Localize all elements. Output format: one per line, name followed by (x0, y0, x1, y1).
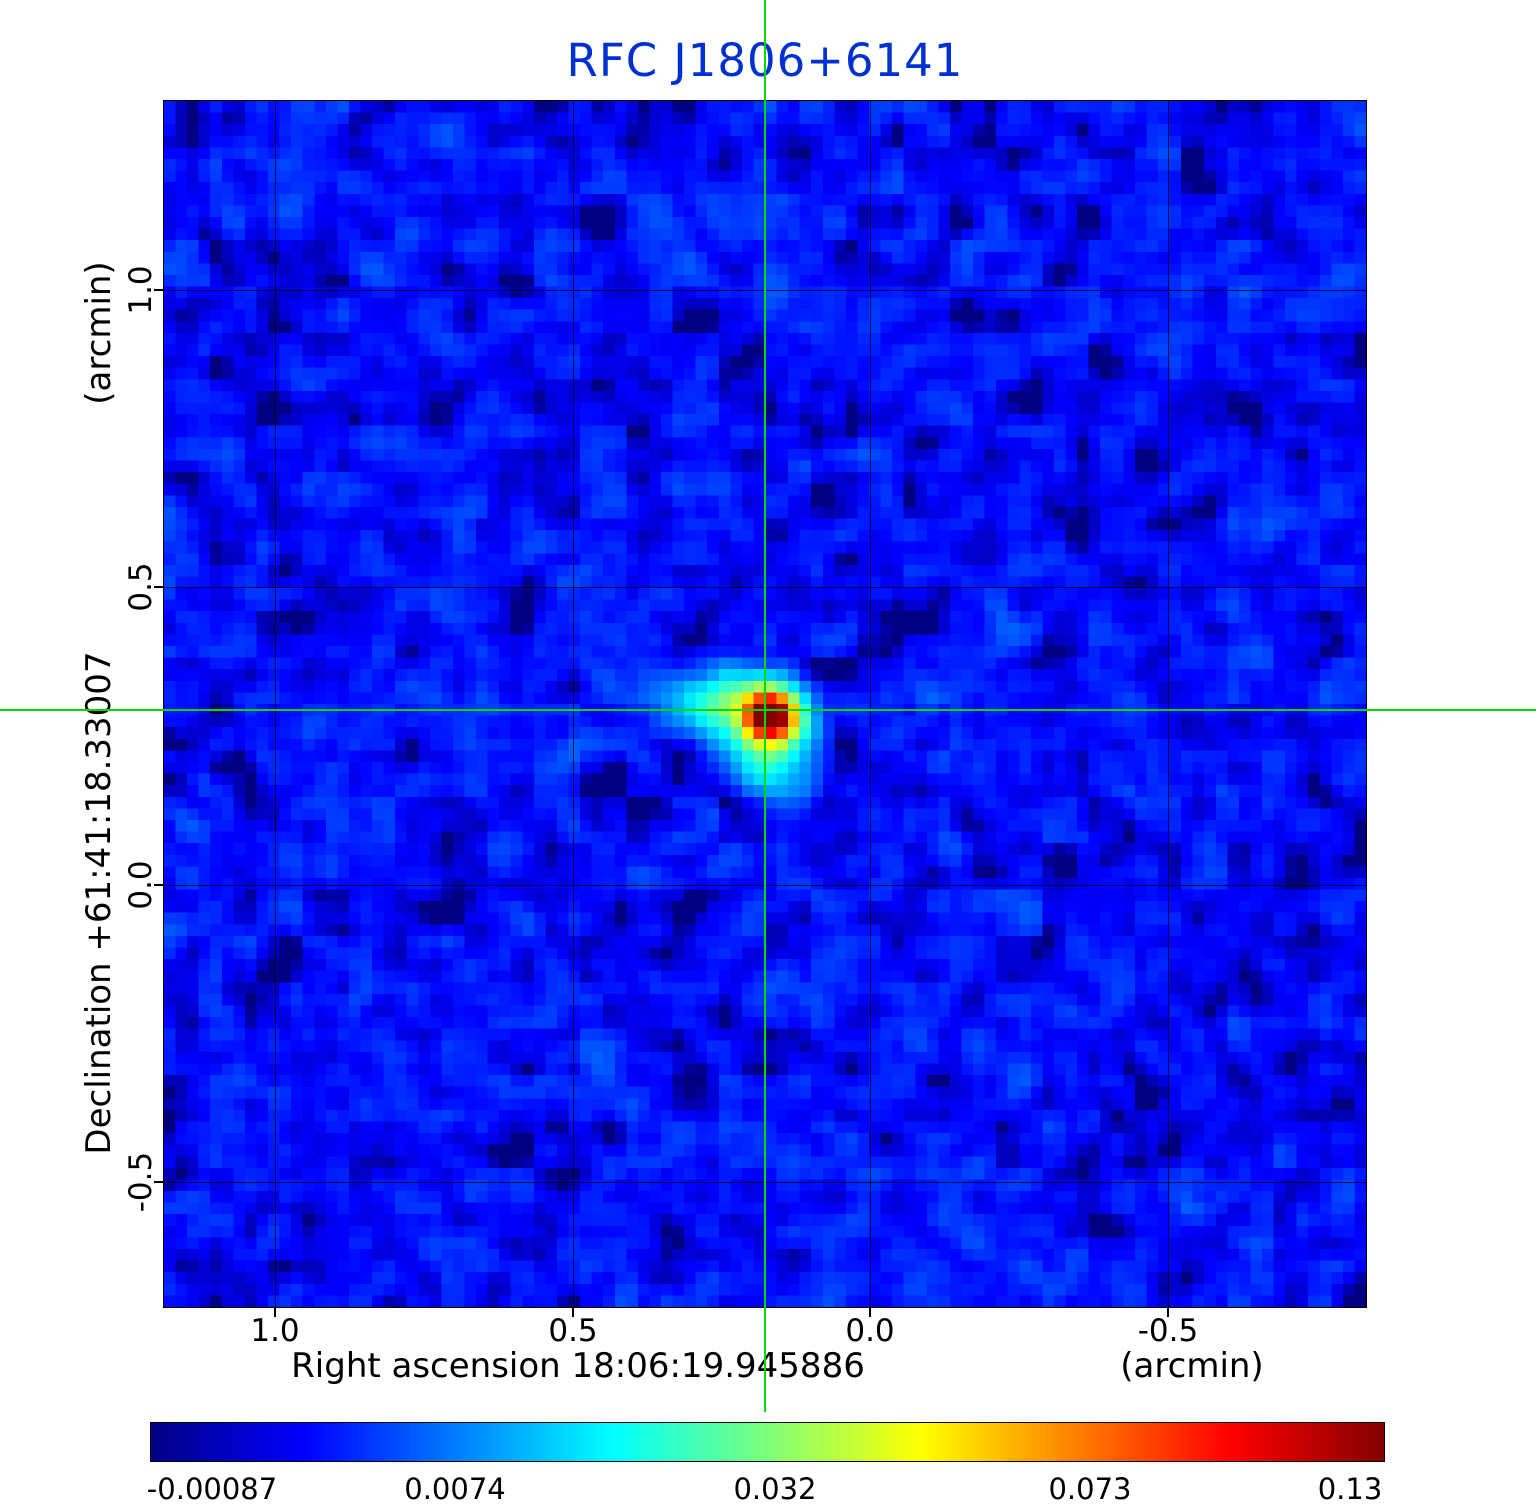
colorbar-tick-label: 0.032 (733, 1472, 817, 1506)
crosshair-horizontal-line (0, 709, 1536, 711)
grid-line-vertical (1168, 101, 1169, 1307)
grid-line-vertical (573, 101, 574, 1307)
y-axis-tick (154, 1181, 163, 1183)
x-axis-tick (869, 1308, 871, 1317)
colorbar-tick-label: 0.073 (1048, 1472, 1132, 1506)
colorbar-tick-label: -0.00087 (146, 1472, 278, 1506)
x-axis-tick (274, 1308, 276, 1317)
x-axis-tick (1167, 1308, 1169, 1317)
colorbar (150, 1422, 1385, 1462)
grid-line-vertical (275, 101, 276, 1307)
y-axis-tick (154, 884, 163, 886)
x-tick-label: 0.0 (845, 1313, 895, 1349)
x-axis-label: Right ascension 18:06:19.945886 (291, 1346, 865, 1386)
x-axis-unit-label: (arcmin) (1120, 1346, 1264, 1386)
x-tick-label: -0.5 (1137, 1313, 1199, 1349)
x-axis-tick (572, 1308, 574, 1317)
y-axis-tick (154, 586, 163, 588)
y-axis-tick (154, 289, 163, 291)
y-axis-label: Declination +61:41:18.33007 (79, 651, 119, 1155)
y-axis-unit-label: (arcmin) (79, 261, 119, 405)
x-tick-label: 0.5 (548, 1313, 598, 1349)
x-tick-label: 1.0 (250, 1313, 300, 1349)
crosshair-vertical-line (764, 0, 766, 1412)
colorbar-tick-label: 0.0074 (404, 1472, 506, 1506)
colorbar-tick-label: 0.13 (1317, 1472, 1383, 1506)
grid-line-vertical (870, 101, 871, 1307)
